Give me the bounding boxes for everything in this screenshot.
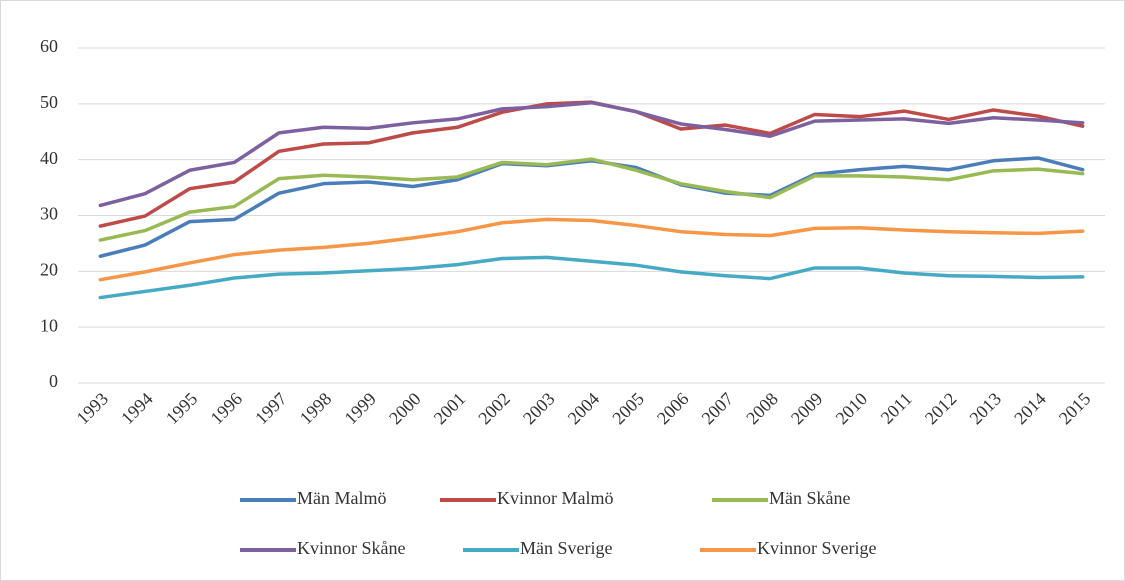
series-line xyxy=(98,255,1085,300)
y-tick-label: 60 xyxy=(40,36,58,56)
series-line xyxy=(98,100,1085,208)
legend-label: Kvinnor Malmö xyxy=(497,488,614,508)
y-tick-label: 20 xyxy=(40,259,58,279)
legend-label: Män Sverige xyxy=(520,538,612,558)
legend-label: Kvinnor Skåne xyxy=(297,538,405,558)
y-tick-label: 40 xyxy=(40,148,58,168)
legend-label: Kvinnor Sverige xyxy=(757,538,876,558)
y-tick-label: 30 xyxy=(40,204,58,224)
y-tick-label: 50 xyxy=(40,92,58,112)
y-tick-label: 0 xyxy=(49,371,58,391)
series-line xyxy=(98,217,1085,282)
y-tick-label: 10 xyxy=(40,315,58,335)
series-line xyxy=(98,157,1085,242)
legend-label: Män Malmö xyxy=(297,488,387,508)
legend-label: Män Skåne xyxy=(769,488,850,508)
